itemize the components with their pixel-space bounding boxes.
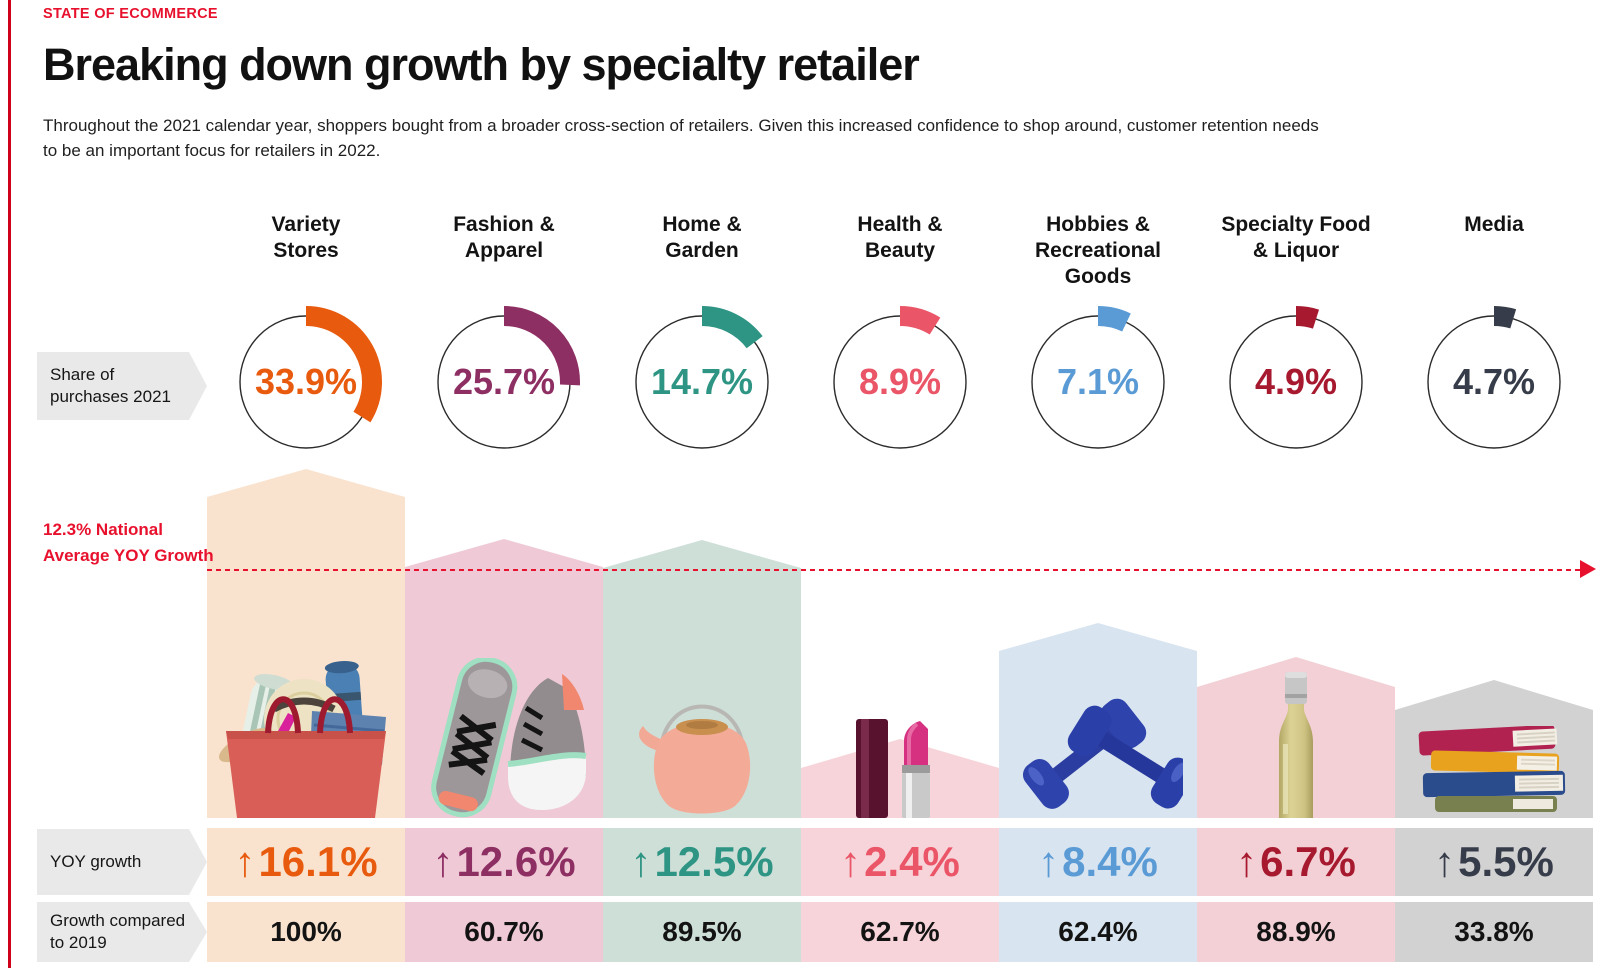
growth-2019-cell: 62.4% [999, 902, 1197, 962]
growth-2019-cell: 33.8% [1395, 902, 1593, 962]
category-column: Specialty Food & Liquor 4.9% ↑ 6.7% 88.9… [1197, 0, 1395, 976]
eyebrow-label: STATE OF ECOMMERCE [43, 6, 218, 22]
yoy-growth-value: 6.7% [1260, 838, 1356, 885]
yoy-growth-value: 12.5% [654, 838, 774, 885]
growth-2019-cell: 62.7% [801, 902, 999, 962]
growth-2019-value: 62.7% [860, 916, 940, 947]
lipstick-illustration [856, 719, 930, 818]
donut-share-arc [701, 306, 763, 349]
yoy-growth-value: 2.4% [864, 838, 960, 885]
teapot-illustration [639, 704, 751, 814]
yoy-growth-cell: ↑ 16.1% [207, 828, 405, 896]
book-stack-illustration [1418, 726, 1566, 812]
dumbbells-illustration [1022, 698, 1183, 809]
donut-share-arc [1097, 306, 1131, 332]
share-value: 25.7% [452, 361, 556, 402]
category-title: Variety Stores [271, 213, 341, 262]
category-column: Health & Beauty 8.9% ↑ 2.4% 62.7% [801, 0, 999, 976]
donut-share-arc [1493, 306, 1517, 329]
growth-2019-value: 89.5% [662, 916, 742, 947]
category-column: Hobbies & Recreational Goods 7.1% ↑ 8.4%… [999, 0, 1197, 976]
left-accent-rule [8, 0, 11, 968]
growth-2019-cell: 60.7% [405, 902, 603, 962]
category-title: Hobbies & Recreational Goods [1034, 213, 1162, 288]
share-value: 4.9% [1254, 361, 1338, 402]
donut-share-arc [305, 306, 382, 423]
yoy-growth-cell: ↑ 8.4% [999, 828, 1197, 896]
share-donut-chart [833, 306, 967, 449]
up-arrow-icon: ↑ [1434, 838, 1456, 885]
category-column: Home & Garden 14.7% ↑ 12.5% 89.5% [603, 0, 801, 976]
share-donut-chart [635, 306, 769, 449]
share-row-label: Share of purchases 2021 [37, 352, 207, 420]
growth-2019-value: 33.8% [1454, 916, 1534, 947]
yoy-growth-cell: ↑ 5.5% [1395, 828, 1593, 896]
category-column: Fashion & Apparel 25.7% ↑ 12.6% 60.7% [405, 0, 603, 976]
share-value: 7.1% [1056, 361, 1140, 402]
share-value: 14.7% [650, 361, 754, 402]
yoy-growth-cell: ↑ 6.7% [1197, 828, 1395, 896]
national-average-arrowhead-icon [1580, 560, 1596, 578]
up-arrow-icon: ↑ [1236, 838, 1258, 885]
growth-2019-value: 60.7% [464, 916, 544, 947]
donut-share-arc [1295, 306, 1320, 329]
wine-bottle-illustration [1279, 672, 1313, 818]
yoy-growth-value: 5.5% [1458, 838, 1554, 885]
growth-2019-row-label: Growth compared to 2019 [37, 902, 207, 962]
up-arrow-icon: ↑ [432, 838, 454, 885]
growth-2019-cell: 89.5% [603, 902, 801, 962]
category-column: Media 4.7% ↑ 5.5% 33.8% [1395, 0, 1593, 976]
growth-2019-cell: 88.9% [1197, 902, 1395, 962]
growth-2019-value: 62.4% [1058, 916, 1138, 947]
yoy-growth-cell: ↑ 2.4% [801, 828, 999, 896]
up-arrow-icon: ↑ [1038, 838, 1060, 885]
donut-share-arc [899, 306, 941, 335]
yoy-growth-value: 12.6% [456, 838, 576, 885]
donut-share-arc [503, 306, 580, 386]
national-average-dashed-line [207, 569, 1580, 571]
growth-2019-cell: 100% [207, 902, 405, 962]
category-title: Health & Beauty [857, 213, 943, 262]
shopping-bag-illustration [219, 661, 386, 818]
category-title: Media [1464, 213, 1524, 236]
share-donut-chart [1031, 306, 1165, 449]
growth-2019-value: 88.9% [1256, 916, 1336, 947]
up-arrow-icon: ↑ [630, 838, 652, 885]
yoy-growth-cell: ↑ 12.6% [405, 828, 603, 896]
yoy-row-label: YOY growth [37, 829, 207, 895]
share-donut-chart [437, 306, 580, 449]
share-value: 33.9% [254, 361, 358, 402]
share-donut-chart [1229, 306, 1363, 449]
category-title: Specialty Food & Liquor [1221, 213, 1371, 262]
sneakers-illustration [431, 658, 587, 818]
share-value: 8.9% [858, 361, 942, 402]
growth-2019-value: 100% [270, 916, 342, 947]
page-title: Breaking down growth by specialty retail… [43, 39, 920, 90]
category-column: Variety Stores 33.9% ↑ 16.1% 100% [207, 0, 405, 976]
share-donut-chart [239, 306, 382, 449]
share-donut-chart [1427, 306, 1561, 449]
yoy-growth-value: 8.4% [1062, 838, 1158, 885]
yoy-growth-value: 16.1% [258, 838, 378, 885]
category-title: Home & Garden [662, 213, 742, 262]
page-subtitle: Throughout the 2021 calendar year, shopp… [43, 116, 1319, 160]
yoy-growth-cell: ↑ 12.5% [603, 828, 801, 896]
up-arrow-icon: ↑ [840, 838, 862, 885]
national-average-label: 12.3% National Average YOY Growth [43, 520, 214, 565]
category-title: Fashion & Apparel [453, 213, 555, 262]
up-arrow-icon: ↑ [234, 838, 256, 885]
share-value: 4.7% [1452, 361, 1536, 402]
